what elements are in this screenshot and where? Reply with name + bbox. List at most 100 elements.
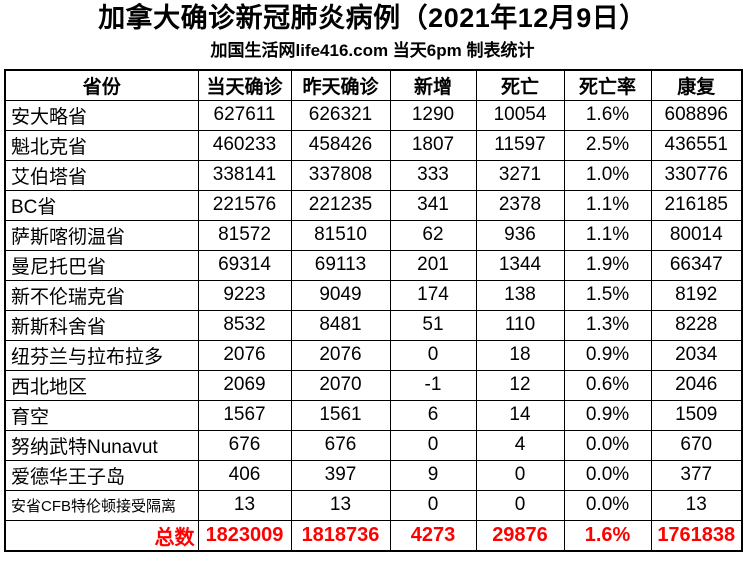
table-row: 曼尼托巴省 69314 69113 201 1344 1.9% 66347 [4,249,743,281]
today-confirmed-cell: 2076 [197,339,292,371]
province-cell: 艾伯塔省 [4,159,199,191]
yesterday-confirmed-cell: 676 [290,429,391,461]
yesterday-confirmed-cell: 1561 [290,399,391,431]
today-confirmed-cell: 338141 [197,159,292,191]
province-cell: 曼尼托巴省 [4,249,199,281]
death-rate-cell: 0.0% [563,429,652,461]
recovered-cell: 2034 [650,339,743,371]
recovered-cell: 8228 [650,309,743,341]
table-row: 魁北克省 460233 458426 1807 11597 2.5% 436551 [4,129,743,161]
province-cell: 西北地区 [4,369,199,401]
table-row: 萨斯喀彻温省 81572 81510 62 936 1.1% 80014 [4,219,743,251]
yesterday-confirmed-cell: 626321 [290,99,391,131]
column-header-new-cases: 新增 [389,69,477,101]
table-row: 西北地区 2069 2070 -1 12 0.6% 2046 [4,369,743,401]
table-row: 爱德华王子岛 406 397 9 0 0.0% 377 [4,459,743,491]
death-rate-cell: 0.6% [563,369,652,401]
new-cases-cell: 4273 [389,519,477,552]
death-rate-cell: 1.9% [563,249,652,281]
column-header-province: 省份 [4,69,199,101]
province-cell: 纽芬兰与拉布拉多 [4,339,199,371]
today-confirmed-cell: 221576 [197,189,292,221]
today-confirmed-cell: 13 [197,489,292,521]
table-row: 新不伦瑞克省 9223 9049 174 138 1.5% 8192 [4,279,743,311]
death-rate-cell: 1.3% [563,309,652,341]
yesterday-confirmed-cell: 397 [290,459,391,491]
column-header-today-confirmed: 当天确诊 [197,69,292,101]
province-cell: 爱德华王子岛 [4,459,199,491]
today-confirmed-cell: 1567 [197,399,292,431]
death-rate-cell: 0.0% [563,489,652,521]
new-cases-cell: 62 [389,219,477,251]
column-header-yesterday-confirmed: 昨天确诊 [290,69,391,101]
yesterday-confirmed-cell: 69113 [290,249,391,281]
yesterday-confirmed-cell: 337808 [290,159,391,191]
yesterday-confirmed-cell: 81510 [290,219,391,251]
deaths-cell: 0 [475,459,565,491]
death-rate-cell: 2.5% [563,129,652,161]
deaths-cell: 936 [475,219,565,251]
today-confirmed-cell: 8532 [197,309,292,341]
column-header-deaths: 死亡 [475,69,565,101]
recovered-cell: 8192 [650,279,743,311]
death-rate-cell: 1.1% [563,189,652,221]
new-cases-cell: 6 [389,399,477,431]
province-cell: 新斯科舍省 [4,309,199,341]
new-cases-cell: 0 [389,429,477,461]
province-cell: 新不伦瑞克省 [4,279,199,311]
table-row: 安省CFB特伦顿接受隔离 13 13 0 0 0.0% 13 [4,489,743,521]
table-row: 安大略省 627611 626321 1290 10054 1.6% 608896 [4,99,743,131]
new-cases-cell: 333 [389,159,477,191]
recovered-cell: 80014 [650,219,743,251]
covid-stats-page: 加拿大确诊新冠肺炎病例（2021年12月9日） 加国生活网life416.com… [0,3,745,552]
new-cases-cell: 174 [389,279,477,311]
recovered-cell: 66347 [650,249,743,281]
death-rate-cell: 0.9% [563,339,652,371]
today-confirmed-cell: 406 [197,459,292,491]
table-row: 纽芬兰与拉布拉多 2076 2076 0 18 0.9% 2034 [4,339,743,371]
table-row: BC省 221576 221235 341 2378 1.1% 216185 [4,189,743,221]
new-cases-cell: 0 [389,489,477,521]
recovered-cell: 330776 [650,159,743,191]
page-subtitle: 加国生活网life416.com 当天6pm 制表统计 [210,41,535,61]
deaths-cell: 138 [475,279,565,311]
recovered-cell: 13 [650,489,743,521]
column-header-recovered: 康复 [650,69,743,101]
new-cases-cell: 1290 [389,99,477,131]
yesterday-confirmed-cell: 13 [290,489,391,521]
death-rate-cell: 1.0% [563,159,652,191]
today-confirmed-cell: 1823009 [197,519,292,552]
recovered-cell: 608896 [650,99,743,131]
new-cases-cell: 51 [389,309,477,341]
yesterday-confirmed-cell: 1818736 [290,519,391,552]
today-confirmed-cell: 627611 [197,99,292,131]
covid-table: 省份 当天确诊 昨天确诊 新增 死亡 死亡率 康复 安大略省 627611 6263… [4,69,743,552]
new-cases-cell: -1 [389,369,477,401]
total-row: 总数 1823009 1818736 4273 29876 1.6% 1761838 [4,519,743,552]
yesterday-confirmed-cell: 2076 [290,339,391,371]
new-cases-cell: 0 [389,339,477,371]
province-cell: 魁北克省 [4,129,199,161]
recovered-cell: 1761838 [650,519,743,552]
yesterday-confirmed-cell: 458426 [290,129,391,161]
yesterday-confirmed-cell: 221235 [290,189,391,221]
new-cases-cell: 201 [389,249,477,281]
province-cell: 努纳武特Nunavut [4,429,199,461]
deaths-cell: 10054 [475,99,565,131]
today-confirmed-cell: 9223 [197,279,292,311]
deaths-cell: 0 [475,489,565,521]
recovered-cell: 670 [650,429,743,461]
yesterday-confirmed-cell: 8481 [290,309,391,341]
table-row: 艾伯塔省 338141 337808 333 3271 1.0% 330776 [4,159,743,191]
new-cases-cell: 341 [389,189,477,221]
today-confirmed-cell: 676 [197,429,292,461]
today-confirmed-cell: 81572 [197,219,292,251]
death-rate-cell: 1.6% [563,519,652,552]
new-cases-cell: 9 [389,459,477,491]
deaths-cell: 4 [475,429,565,461]
total-label-cell: 总数 [4,519,199,552]
yesterday-confirmed-cell: 9049 [290,279,391,311]
recovered-cell: 1509 [650,399,743,431]
table-row: 新斯科舍省 8532 8481 51 110 1.3% 8228 [4,309,743,341]
deaths-cell: 3271 [475,159,565,191]
